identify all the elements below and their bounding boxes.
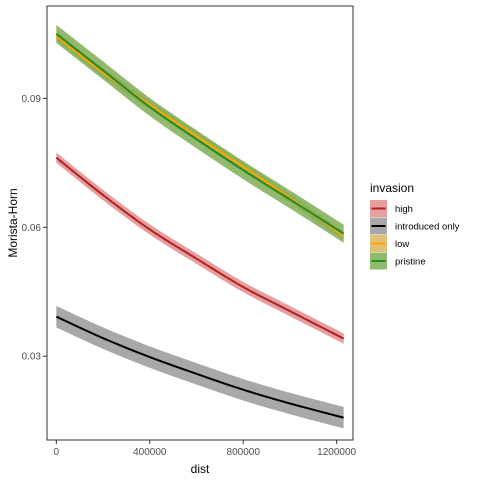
- legend: invasion high introduced only low pristine: [370, 181, 460, 270]
- x-tick-label: 400000: [133, 447, 167, 458]
- legend-label: low: [395, 239, 409, 250]
- legend-label: introduced only: [395, 222, 460, 233]
- legend-item-pristine: pristine: [370, 252, 426, 270]
- x-tick-label: 0: [54, 447, 60, 458]
- y-tick-label: 0.09: [22, 94, 42, 105]
- y-axis-title: Morista-Horn: [6, 188, 20, 257]
- line-high: [55, 156, 345, 340]
- x-tick-label: 800000: [227, 447, 261, 458]
- legend-label: high: [395, 204, 413, 215]
- y-tick-label: 0.03: [22, 352, 42, 363]
- x-axis-title: dist: [191, 462, 210, 476]
- x-tick-label: 1200000: [317, 447, 356, 458]
- legend-title: invasion: [370, 181, 414, 195]
- line-introduced-only: [55, 315, 344, 419]
- legend-item-introduced-only: introduced only: [370, 217, 460, 235]
- y-axis: 0.03 0.06 0.09: [22, 94, 47, 363]
- legend-item-high: high: [370, 200, 413, 217]
- line-low: [55, 35, 345, 237]
- legend-items: high introduced only low pristine: [370, 200, 460, 270]
- line-pristine: [55, 33, 345, 235]
- legend-label: pristine: [395, 257, 426, 268]
- y-tick-label: 0.06: [22, 223, 42, 234]
- series-lines: [55, 33, 345, 419]
- legend-item-low: low: [370, 235, 409, 252]
- x-axis: 0 400000 800000 1200000: [54, 440, 357, 458]
